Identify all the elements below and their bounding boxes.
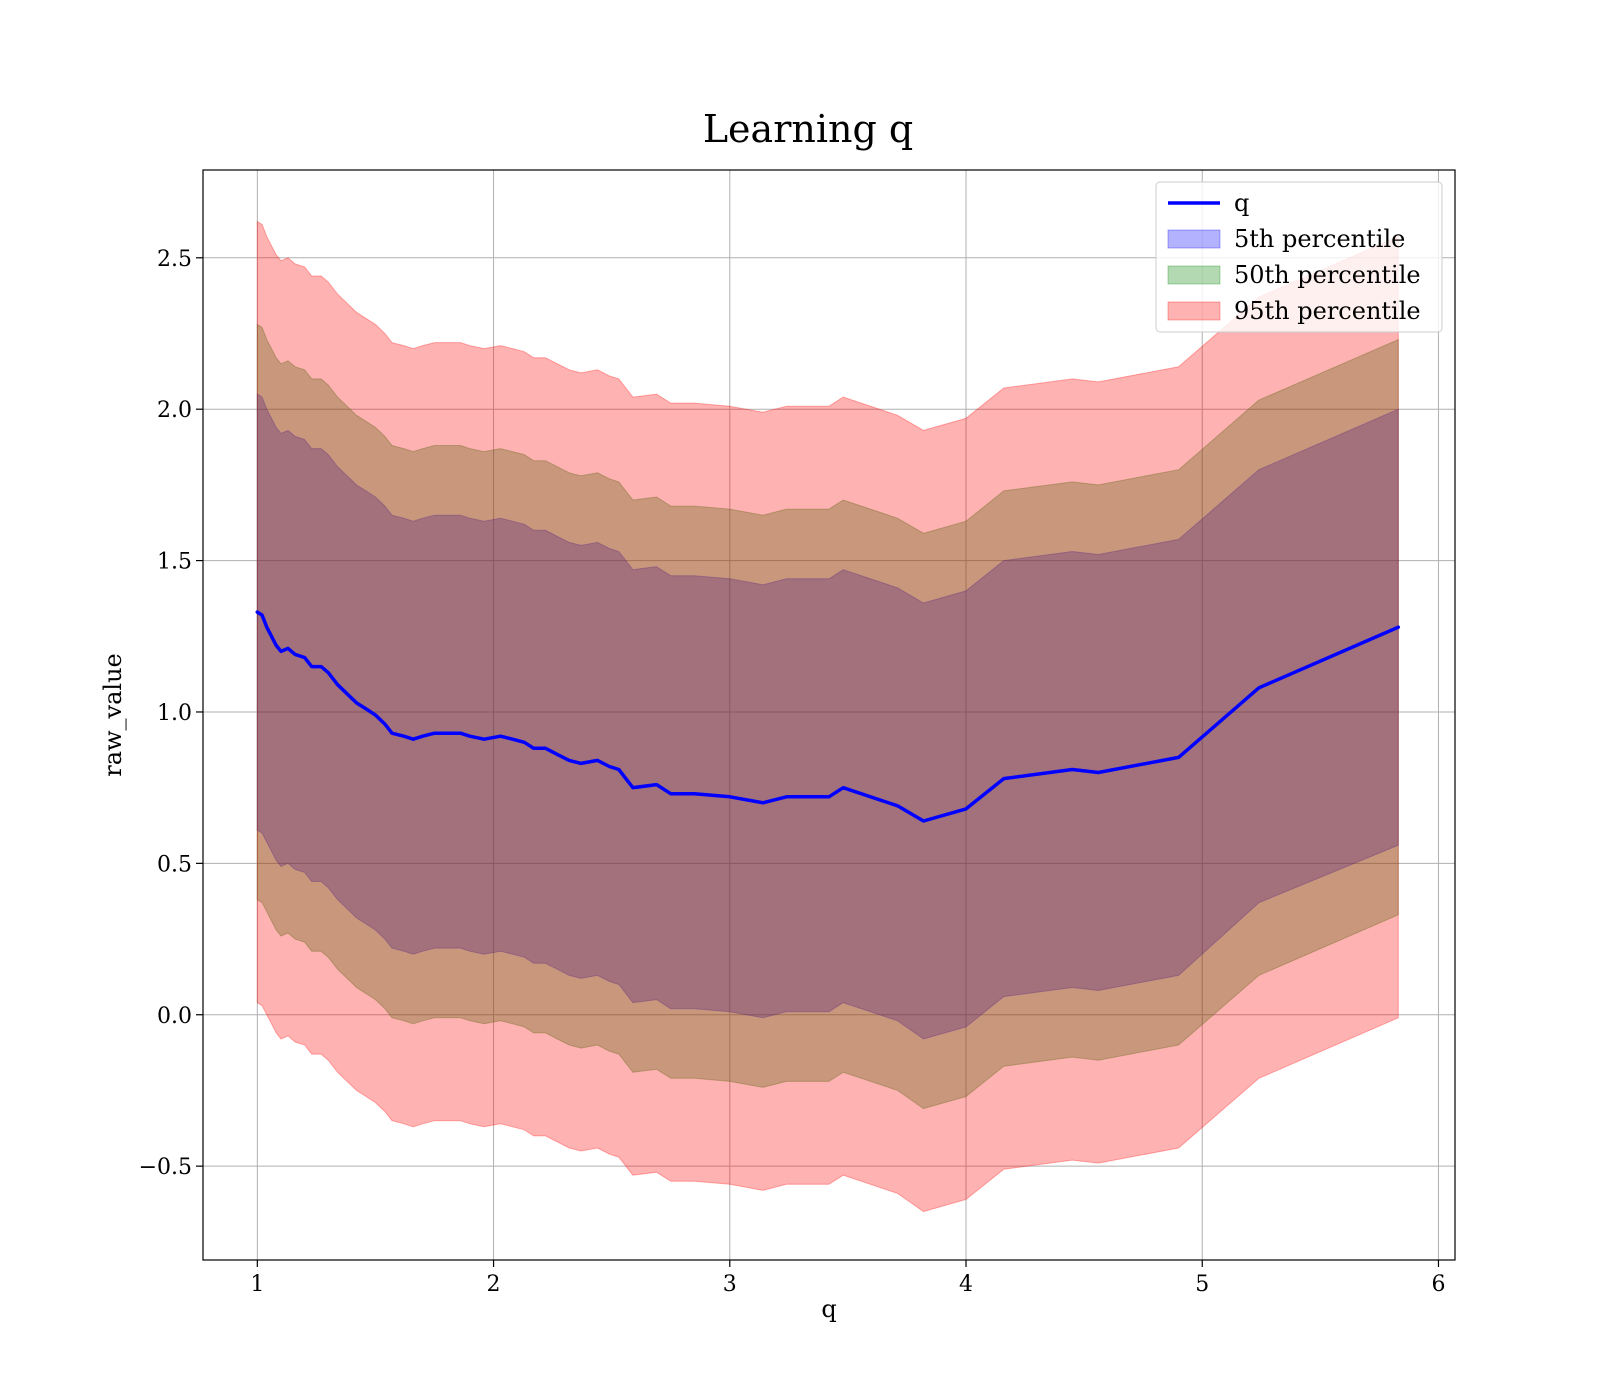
legend-swatch (1167, 301, 1221, 321)
chart-title: Learning q (703, 107, 913, 151)
x-tick-label: 1 (250, 1272, 264, 1297)
x-tick-label: 3 (723, 1272, 737, 1297)
q-line (255, 610, 1401, 823)
x-axis: 1 2 3 4 5 6 (250, 1260, 1445, 1297)
plot-frame (202, 169, 1456, 1261)
percentile-bands (256, 220, 1399, 1213)
plot-area (203, 170, 1455, 1260)
x-tick-label: 5 (1195, 1272, 1209, 1297)
x-tick-label: 6 (1431, 1272, 1445, 1297)
legend-label: 95th percentile (1234, 297, 1421, 325)
legend-label: q (1234, 189, 1249, 217)
q-line-layer (255, 610, 1401, 823)
x-tick-label: 2 (487, 1272, 501, 1297)
legend: q 5th percentile 50th percentile 95th perce… (1155, 181, 1443, 333)
legend-swatch (1167, 229, 1221, 249)
legend-label: 5th percentile (1234, 225, 1405, 253)
y-tick-label: 2.5 (157, 247, 192, 272)
grid (203, 170, 1455, 1260)
y-tick-label: 1.5 (157, 550, 192, 575)
band-0 (256, 393, 1399, 1040)
y-tick-label: 1.0 (157, 701, 192, 726)
x-tick-label: 4 (959, 1272, 973, 1297)
x-axis-label: q (821, 1295, 836, 1323)
y-axis: −0.5 0.0 0.5 1.0 1.5 2.0 2.5 (139, 247, 203, 1180)
y-tick-label: −0.5 (139, 1155, 192, 1180)
band-1 (256, 323, 1399, 1110)
band-2 (256, 220, 1399, 1213)
y-tick-label: 0.5 (157, 852, 192, 877)
legend-swatch (1167, 265, 1221, 285)
legend-label: 50th percentile (1234, 261, 1421, 289)
y-tick-label: 2.0 (157, 398, 192, 423)
y-tick-label: 0.0 (157, 1004, 192, 1029)
y-axis-label: raw_value (99, 653, 127, 777)
legend-box (1155, 181, 1443, 333)
